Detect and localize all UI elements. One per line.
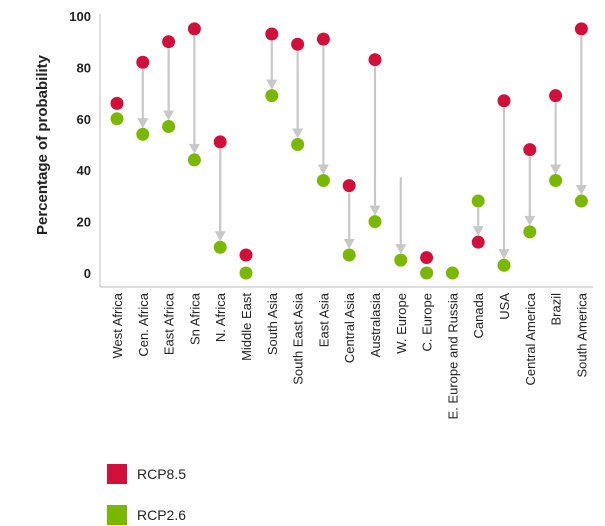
x-tick-label-central-america: Central America — [523, 292, 538, 385]
point-rcp2-6-n-africa — [213, 240, 227, 254]
x-tick-label-middle-east: Middle East — [239, 293, 254, 361]
x-tick-label-usa: USA — [497, 293, 512, 320]
point-rcp2-6-east-asia — [316, 173, 330, 187]
y-tick-label-80: 80 — [77, 60, 91, 75]
point-rcp2-6-w-europe — [394, 253, 408, 267]
legend-label-rcp26: RCP2.6 — [137, 507, 187, 523]
points — [110, 22, 588, 280]
point-rcp8-5-east-africa — [162, 35, 176, 49]
arrow-usa — [498, 107, 510, 260]
x-tick-label-canada: Canada — [471, 292, 486, 338]
point-rcp2-6-brazil — [549, 173, 563, 187]
x-tick-label-w-europe: W. Europe — [394, 293, 409, 354]
point-rcp2-6-east-africa — [162, 120, 176, 134]
x-tick-label-n-africa: N. Africa — [213, 292, 228, 342]
point-rcp8-5-east-asia — [316, 32, 330, 46]
legend-swatch-rcp85 — [107, 464, 127, 484]
legend-item-rcp26: RCP2.6 — [107, 505, 186, 525]
point-rcp8-5-central-america — [523, 143, 537, 157]
point-rcp8-5-middle-east — [239, 248, 253, 262]
point-rcp8-5-c-europe — [420, 251, 434, 265]
x-tick-label-south-america: South America — [574, 292, 589, 377]
x-tick-label-australasia: Australasia — [368, 292, 383, 357]
point-rcp8-5-west-africa — [110, 96, 124, 110]
legend-item-rcp85: RCP8.5 — [107, 464, 186, 484]
y-tick-label-40: 40 — [77, 163, 91, 178]
arrow-w-europe — [395, 177, 407, 255]
y-axis-label: Percentage of probability — [34, 54, 51, 235]
arrow-n-africa — [214, 148, 226, 242]
point-rcp8-5-south-america — [574, 22, 588, 36]
y-tick-label-20: 20 — [77, 215, 91, 230]
x-tick-label-brazil: Brazil — [549, 293, 564, 326]
x-tick-label-cen-africa: Cen. Africa — [136, 292, 151, 356]
point-rcp8-5-canada — [471, 235, 485, 249]
point-rcp2-6-west-africa — [110, 112, 124, 126]
arrow-south-asia — [266, 40, 278, 90]
point-rcp2-6-south-asia — [265, 89, 279, 103]
point-rcp8-5-cen-africa — [136, 55, 150, 69]
point-rcp8-5-usa — [497, 94, 511, 108]
legend-swatch-rcp26 — [107, 505, 127, 525]
arrow-central-asia — [343, 192, 355, 250]
point-rcp2-6-south-america — [574, 194, 588, 208]
point-rcp8-5-central-asia — [342, 179, 356, 193]
x-tick-label-east-asia: East Asia — [316, 292, 331, 347]
arrow-cen-africa — [137, 69, 149, 129]
x-tick-label-west-africa: West Africa — [110, 292, 125, 358]
arrow-brazil — [550, 102, 562, 175]
x-tick-label-c-europe: C. Europe — [420, 293, 435, 352]
arrow-canada — [472, 208, 484, 237]
legend-label-rcp85: RCP8.5 — [137, 466, 187, 482]
axes — [99, 14, 594, 288]
arrow-sn-africa — [188, 35, 200, 154]
point-rcp2-6-usa — [497, 258, 511, 272]
arrows — [137, 35, 587, 260]
arrow-south-america — [575, 35, 587, 196]
point-rcp2-6-middle-east — [239, 266, 253, 280]
x-tick-labels: West Africa Cen. Africa East Africa Sn Afri… — [110, 292, 589, 419]
point-rcp2-6-e-europe-and-russia — [445, 266, 459, 280]
point-rcp8-5-brazil — [549, 89, 563, 103]
arrow-east-africa — [163, 48, 175, 121]
point-rcp2-6-c-europe — [420, 266, 434, 280]
x-tick-label-south-asia: South Asia — [265, 292, 280, 355]
x-tick-label-e-europe-and-russia: E. Europe and Russia — [445, 292, 460, 419]
point-rcp2-6-australasia — [368, 215, 382, 229]
arrow-south-east-asia — [292, 51, 304, 139]
point-rcp2-6-cen-africa — [136, 127, 150, 141]
x-tick-label-central-asia: Central Asia — [342, 292, 357, 363]
x-tick-label-south-east-asia: South East Asia — [291, 292, 306, 385]
x-tick-label-east-africa: East Africa — [162, 292, 177, 355]
point-rcp8-5-south-asia — [265, 27, 279, 41]
arrow-east-asia — [317, 46, 329, 175]
x-tick-label-sn-africa: Sn Africa — [187, 292, 202, 345]
point-rcp8-5-australasia — [368, 53, 382, 67]
y-tick-label-0: 0 — [84, 266, 91, 281]
point-rcp8-5-south-east-asia — [291, 37, 305, 51]
y-tick-label-60: 60 — [77, 112, 91, 127]
point-rcp2-6-sn-africa — [187, 153, 201, 167]
point-rcp2-6-central-america — [523, 225, 537, 239]
y-tick-label-100: 100 — [69, 9, 91, 24]
point-rcp8-5-sn-africa — [187, 22, 201, 36]
point-rcp2-6-canada — [471, 194, 485, 208]
arrow-central-america — [524, 156, 536, 226]
point-rcp2-6-central-asia — [342, 248, 356, 262]
y-ticks: 0 20 40 60 80 100 — [69, 9, 91, 281]
arrow-australasia — [369, 66, 381, 216]
point-rcp8-5-n-africa — [213, 135, 227, 149]
point-rcp2-6-south-east-asia — [291, 138, 305, 151]
